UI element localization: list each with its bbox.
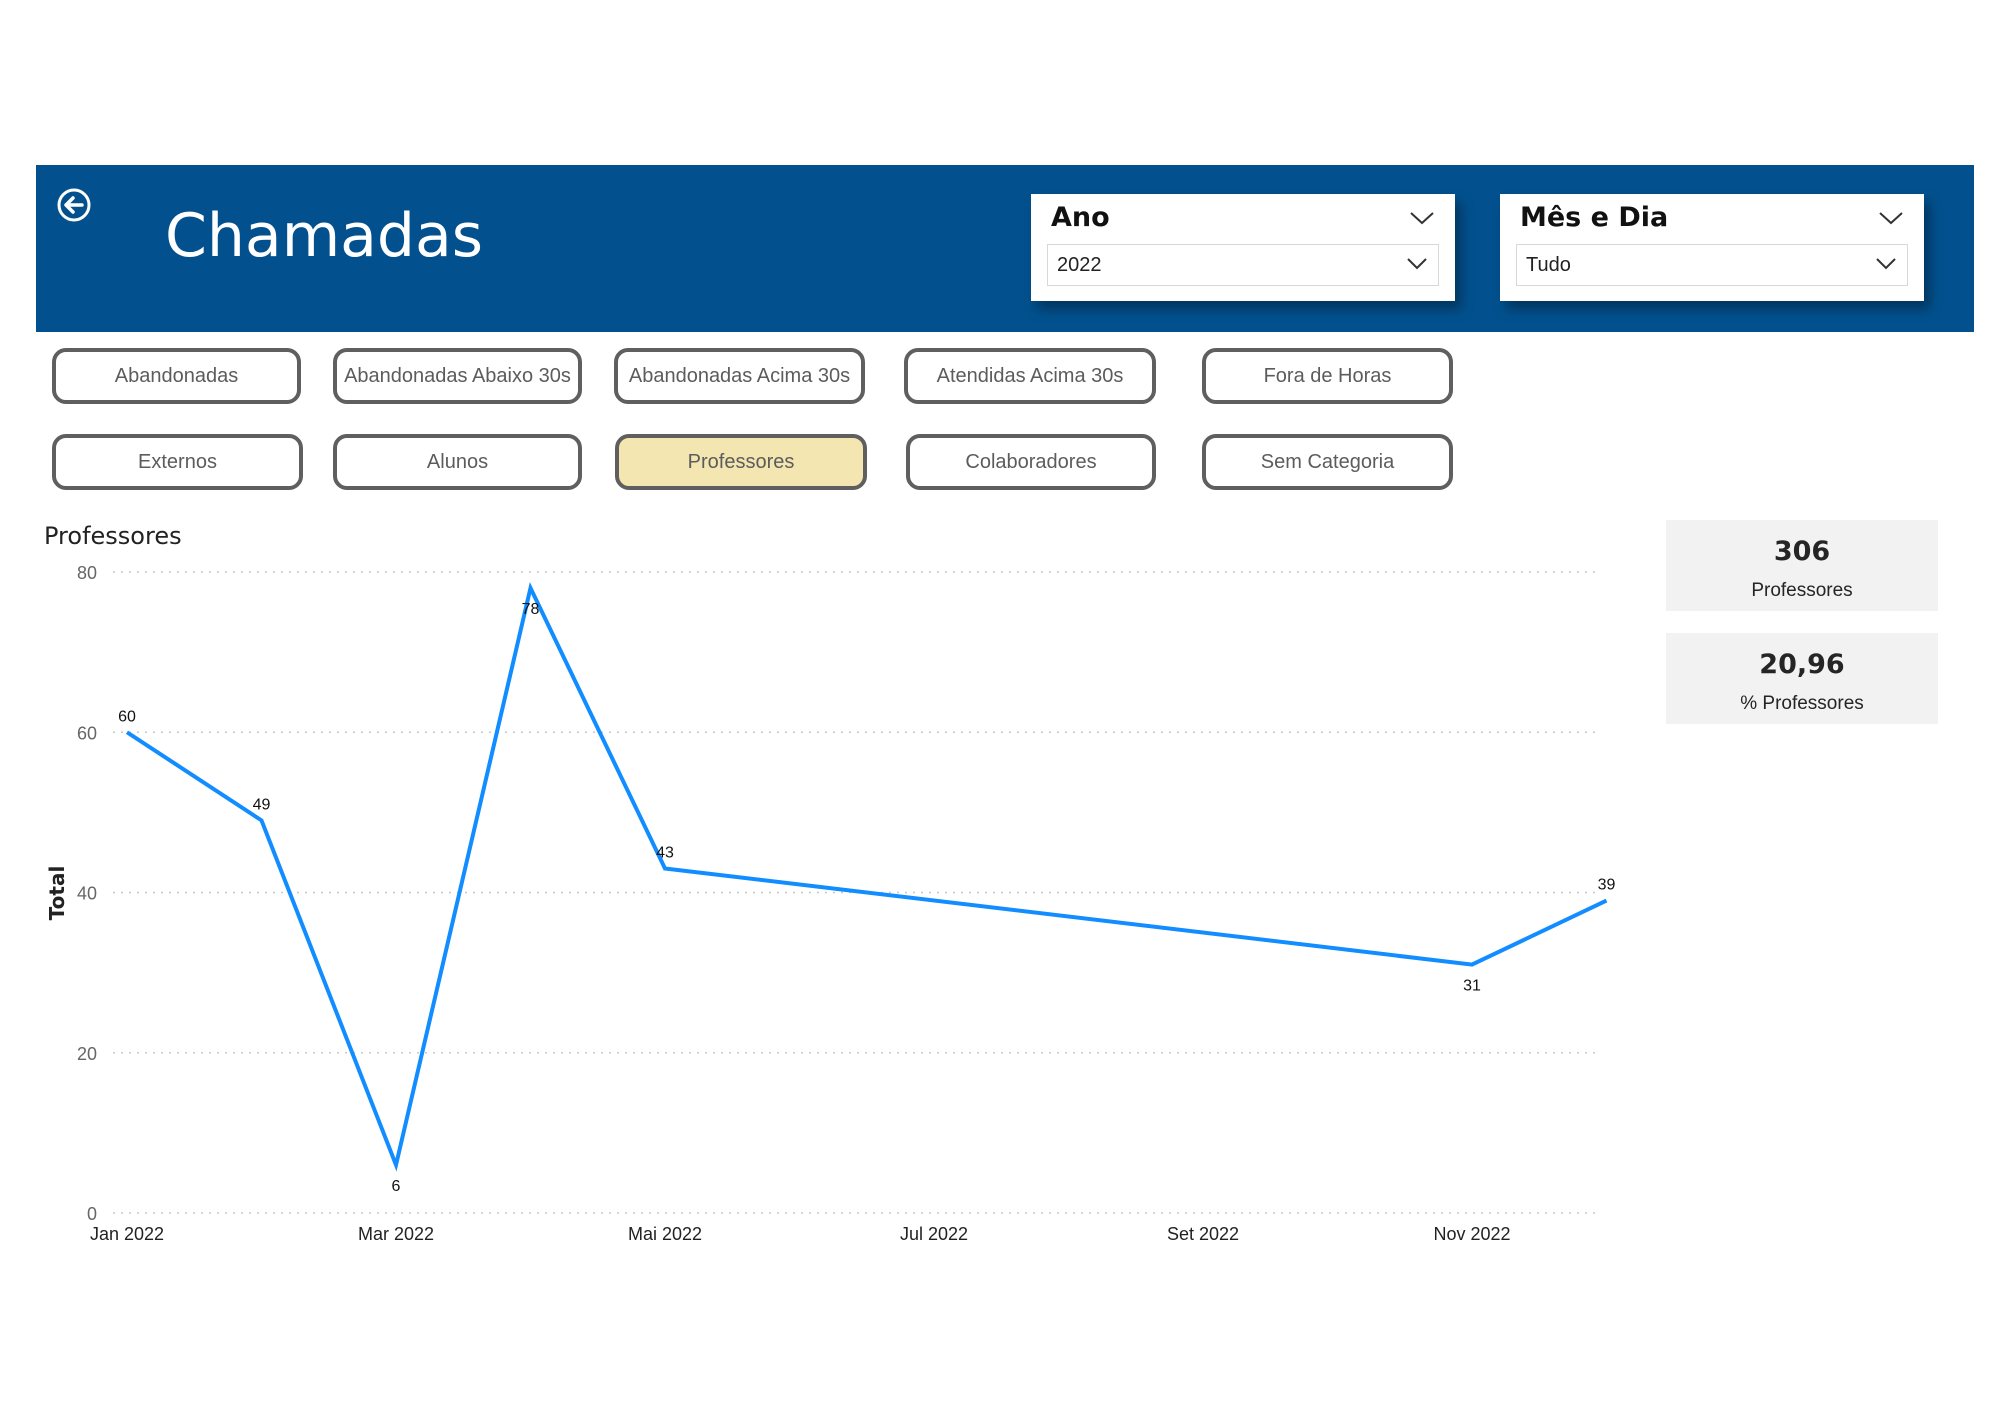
data-label: 43 (656, 844, 674, 861)
y-tick-label: 60 (77, 723, 97, 743)
button-abandonadas-abaixo-30s[interactable]: Abandonadas Abaixo 30s (333, 348, 582, 404)
slicer-mes-dia-dropdown[interactable]: Tudo (1516, 244, 1908, 286)
chevron-down-icon[interactable] (1409, 210, 1435, 226)
y-tick-label: 20 (77, 1044, 97, 1064)
slicer-ano: Ano 2022 (1031, 194, 1455, 301)
y-tick-label: 40 (77, 884, 97, 904)
kpi-label: Professores (1751, 580, 1853, 601)
slicer-mes-dia-title: Mês e Dia (1520, 202, 1669, 233)
chart-title: Professores (44, 522, 182, 550)
series-line (125, 582, 1608, 1172)
x-tick-label: Jul 2022 (900, 1224, 968, 1244)
data-label: 6 (392, 1178, 401, 1195)
slicer-ano-dropdown[interactable]: 2022 (1047, 244, 1439, 286)
button-alunos[interactable]: Alunos (333, 434, 582, 490)
button-professores[interactable]: Professores (615, 434, 867, 490)
slicer-ano-value: 2022 (1057, 254, 1102, 276)
y-axis-label: Total (45, 866, 69, 921)
kpi-label: % Professores (1740, 693, 1864, 714)
chevron-down-icon[interactable] (1878, 210, 1904, 226)
data-label: 60 (118, 708, 136, 725)
x-tick-label: Set 2022 (1167, 1224, 1239, 1244)
kpi-card-professores: 306 Professores (1666, 520, 1938, 611)
x-tick-label: Mar 2022 (358, 1224, 434, 1244)
button-sem-categoria[interactable]: Sem Categoria (1202, 434, 1453, 490)
x-tick-label: Mai 2022 (628, 1224, 702, 1244)
button-abandonadas[interactable]: Abandonadas (52, 348, 301, 404)
x-tick-label: Jan 2022 (90, 1224, 164, 1244)
data-label: 78 (522, 601, 540, 618)
back-arrow-icon[interactable] (56, 187, 92, 223)
data-label: 39 (1598, 877, 1616, 894)
data-label: 49 (253, 796, 271, 813)
y-tick-label: 0 (87, 1204, 97, 1224)
x-tick-label: Nov 2022 (1433, 1224, 1510, 1244)
header-bar: Chamadas Ano 2022 Mês e Dia Tudo (36, 165, 1974, 332)
button-fora-de-horas[interactable]: Fora de Horas (1202, 348, 1453, 404)
slicer-ano-title: Ano (1051, 202, 1110, 233)
slicer-mes-dia: Mês e Dia Tudo (1500, 194, 1924, 301)
chevron-down-icon (1407, 258, 1427, 270)
button-externos[interactable]: Externos (52, 434, 303, 490)
button-atendidas-acima-30s[interactable]: Atendidas Acima 30s (904, 348, 1156, 404)
chevron-down-icon (1876, 258, 1896, 270)
button-colaboradores[interactable]: Colaboradores (906, 434, 1156, 490)
button-abandonadas-acima-30s[interactable]: Abandonadas Acima 30s (614, 348, 865, 404)
y-tick-label: 80 (77, 563, 97, 583)
kpi-value: 306 (1773, 536, 1831, 567)
slicer-mes-dia-value: Tudo (1526, 254, 1571, 276)
kpi-card-percent-professores: 20,96 % Professores (1666, 633, 1938, 724)
page-title: Chamadas (165, 201, 484, 271)
kpi-value: 20,96 (1759, 649, 1845, 680)
data-label: 31 (1463, 978, 1481, 995)
